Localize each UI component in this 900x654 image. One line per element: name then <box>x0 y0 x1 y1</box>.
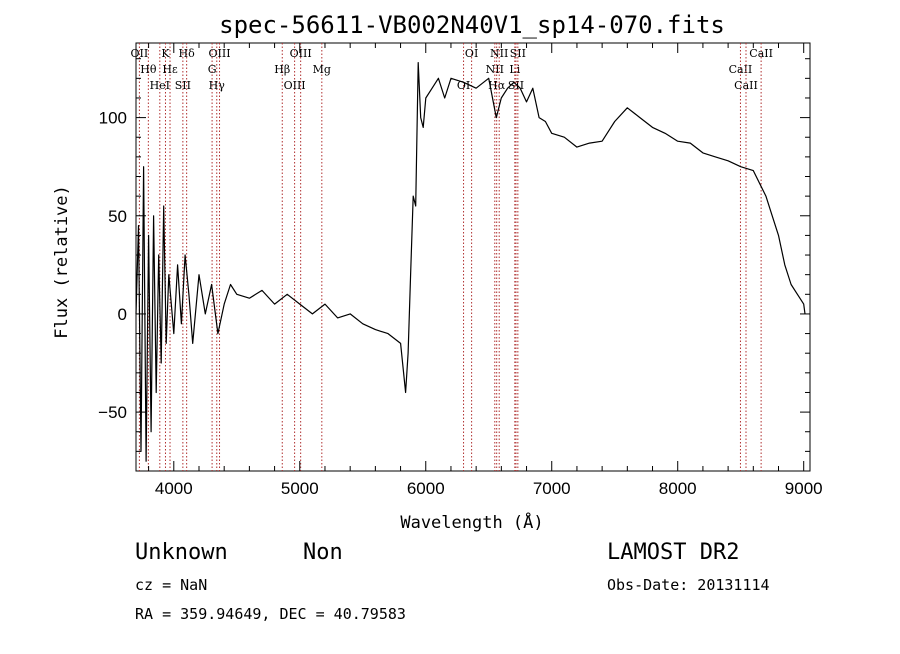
emission-line-label: SII <box>175 79 191 92</box>
emission-line-label: CaII <box>729 63 753 76</box>
y-tick-label: −50 <box>98 403 127 422</box>
plot-frame <box>135 42 811 472</box>
emission-line-label: Mg <box>313 63 331 76</box>
ra-dec-coordinates: RA = 359.94649, DEC = 40.79583 <box>135 605 406 623</box>
emission-line-label: OI <box>457 79 470 92</box>
x-tick-label: 6000 <box>407 479 445 498</box>
x-tick-label: 5000 <box>281 479 319 498</box>
emission-line-label: OII <box>131 47 149 60</box>
x-axis-label: Wavelength (Å) <box>400 511 543 533</box>
emission-line-label: K <box>161 47 170 60</box>
emission-line-label: Hγ <box>209 79 226 92</box>
emission-line-label: G <box>208 63 217 76</box>
emission-line-label: NII <box>486 63 504 76</box>
emission-line-label: Hβ <box>274 63 290 76</box>
series-group <box>135 61 806 462</box>
emission-line-label: HeI <box>150 79 170 92</box>
x-tick-label: 9000 <box>785 479 823 498</box>
survey-name: LAMOST DR2 <box>607 540 739 565</box>
emission-line-label: CaII <box>749 47 773 60</box>
emission-line-label: SII <box>510 47 526 60</box>
emission-line-label: OI <box>465 47 478 60</box>
emission-line-label: Li <box>509 63 520 76</box>
x-tick-label: 8000 <box>659 479 697 498</box>
observation-date: Obs-Date: 20131114 <box>607 576 770 594</box>
emission-line-label: NII <box>490 47 508 60</box>
y-tick-label: 100 <box>99 109 127 128</box>
emission-line-label: OIII <box>290 47 312 60</box>
emission-line-label: Hα <box>488 79 506 92</box>
chart-title: spec-56611-VB002N40V1_sp14-070.fits <box>219 11 725 39</box>
emission-line-label: OIII <box>208 47 230 60</box>
x-ticks: 4000 5000 6000 7000 8000 9000 <box>148 43 823 498</box>
emission-lines: OIIHθHeIKHεSIIHδGHγOIIIHβOIIIOIIIMgOIOIN… <box>131 43 773 471</box>
y-tick-label: 0 <box>118 305 127 324</box>
emission-line-label: Hε <box>162 63 178 76</box>
object-class: Unknown <box>135 540 228 565</box>
object-subclass: Non <box>303 540 343 565</box>
y-ticks: −50 0 50 100 <box>98 58 810 452</box>
x-tick-label: 4000 <box>155 479 193 498</box>
spectrum-series-line <box>135 61 806 462</box>
emission-line-label: CaII <box>734 79 758 92</box>
redshift-cz: cz = NaN <box>135 576 207 594</box>
x-tick-label: 7000 <box>533 479 571 498</box>
y-axis-label: Flux (relative) <box>52 185 72 339</box>
emission-line-label: Hθ <box>140 63 157 76</box>
y-tick-label: 50 <box>108 207 127 226</box>
emission-line-label: OIII <box>284 79 306 92</box>
emission-line-label: Hδ <box>179 47 196 60</box>
